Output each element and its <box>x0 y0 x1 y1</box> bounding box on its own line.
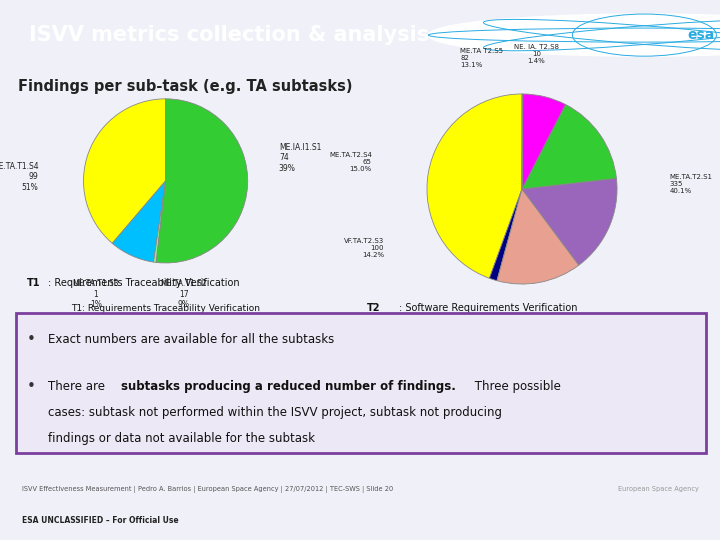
Text: ME.TA.T2.S4
65
15.0%: ME.TA.T2.S4 65 15.0% <box>329 152 372 172</box>
Text: findings or data not available for the subtask: findings or data not available for the s… <box>48 433 315 446</box>
Text: •: • <box>27 379 36 394</box>
Text: cases: subtask not performed within the ISVV project, subtask not producing: cases: subtask not performed within the … <box>48 406 502 419</box>
Text: : Requirements Traceability Verification: : Requirements Traceability Verification <box>48 279 239 288</box>
Wedge shape <box>490 189 522 281</box>
Text: ME.IA.I1.S1
74
39%: ME.IA.I1.S1 74 39% <box>279 143 321 173</box>
Wedge shape <box>427 94 522 278</box>
FancyBboxPatch shape <box>16 313 706 454</box>
Text: T1: T1 <box>27 279 41 288</box>
Text: European Space Agency: European Space Agency <box>618 487 698 492</box>
Wedge shape <box>112 181 166 262</box>
Wedge shape <box>153 181 166 262</box>
Text: ME.TA.T1.S2
17
9%: ME.TA.T1.S2 17 9% <box>161 279 207 309</box>
Text: NE. IA. T2.S8
10
1.4%: NE. IA. T2.S8 10 1.4% <box>514 44 559 64</box>
Text: Findings per sub-task (e.g. TA subtasks): Findings per sub-task (e.g. TA subtasks) <box>17 79 352 94</box>
Text: There are: There are <box>48 380 109 393</box>
Text: : Software Requirements Verification: : Software Requirements Verification <box>399 303 577 313</box>
Wedge shape <box>522 94 565 189</box>
Text: esa: esa <box>688 28 715 42</box>
Text: ME.TA T2.S5
82
13.1%: ME.TA T2.S5 82 13.1% <box>460 48 503 68</box>
Text: VF.TA.T2.S3
100
14.2%: VF.TA.T2.S3 100 14.2% <box>344 238 384 258</box>
Text: T1: Requirements Traceability Verification: T1: Requirements Traceability Verificati… <box>71 304 260 313</box>
Text: ISVV metrics collection & analysis  (6/10): ISVV metrics collection & analysis (6/10… <box>29 25 513 45</box>
Text: ME.TA.T1.S3
1
1%: ME.TA.T1.S3 1 1% <box>73 279 119 309</box>
Text: •: • <box>27 332 36 347</box>
Text: ME.TA.T2.S1
335
40.1%: ME.TA.T2.S1 335 40.1% <box>670 174 712 194</box>
Wedge shape <box>522 178 617 265</box>
Text: ME.TA.T1.S4
99
51%: ME.TA.T1.S4 99 51% <box>0 162 38 192</box>
Text: subtasks producing a reduced number of findings.: subtasks producing a reduced number of f… <box>121 380 456 393</box>
Text: ISVV Effectiveness Measurement | Pedro A. Barrios | European Space Agency | 27/0: ISVV Effectiveness Measurement | Pedro A… <box>22 486 393 493</box>
Wedge shape <box>522 104 616 189</box>
Wedge shape <box>84 99 166 244</box>
Text: Three possible: Three possible <box>471 380 561 393</box>
Text: ME. A.T2.S2
56
8.0%: ME. A.T2.S2 56 8.0% <box>487 320 528 340</box>
Circle shape <box>428 14 720 56</box>
Text: ME. A.T2.S10
1
0.1%: ME. A.T2.S10 1 0.1% <box>580 320 626 340</box>
Text: Exact numbers are available for all the subtasks: Exact numbers are available for all the … <box>48 333 334 346</box>
Wedge shape <box>522 94 523 189</box>
Text: T2: T2 <box>367 303 381 313</box>
Wedge shape <box>156 99 248 263</box>
Text: ESA UNCLASSIFIED – For Official Use: ESA UNCLASSIFIED – For Official Use <box>22 516 179 525</box>
Wedge shape <box>497 189 579 284</box>
